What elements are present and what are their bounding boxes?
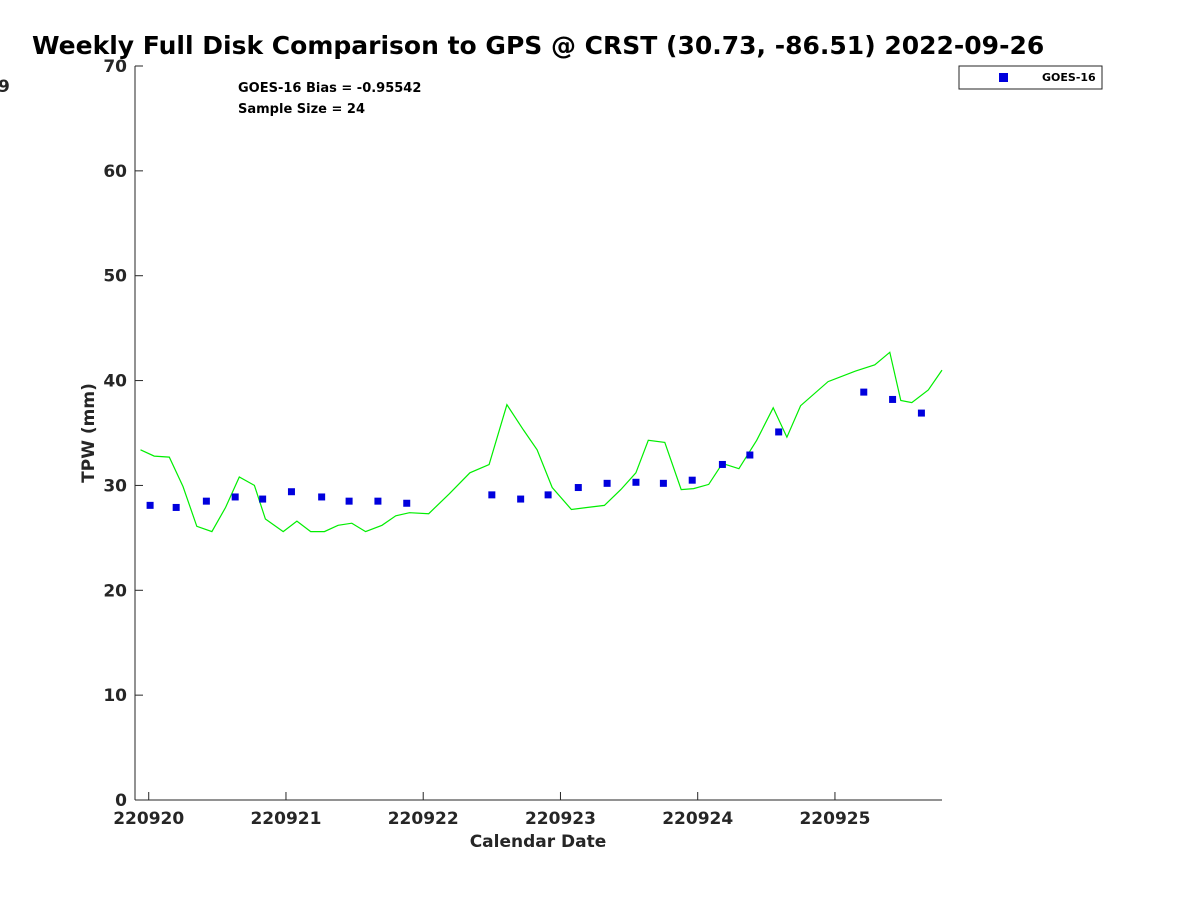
plot-area: 0 10 20 30 40 50 60 70 220920 220921 220922 220923… xyxy=(103,57,943,829)
x-ticks: 220920 220921 220922 220923 220924 220925 xyxy=(113,792,870,829)
y-tick-label: 70 xyxy=(103,57,127,77)
y-ticks: 0 10 20 30 40 50 60 70 xyxy=(103,57,143,811)
y-tick-label: 10 xyxy=(103,686,127,706)
goes16-point xyxy=(202,497,210,505)
goes16-point xyxy=(746,451,754,459)
goes16-point xyxy=(603,479,611,487)
gps-series-line xyxy=(140,351,943,533)
goes16-point xyxy=(860,388,868,396)
goes16-point xyxy=(659,479,667,487)
x-tick-label: 220924 xyxy=(662,809,733,829)
bias-annotation: GOES-16 Bias = -0.95542 xyxy=(238,81,421,96)
y-axis-label: TPW (mm) xyxy=(79,383,99,483)
chart-title: Weekly Full Disk Comparison to GPS @ CRS… xyxy=(32,31,1044,60)
goes16-point xyxy=(287,488,295,496)
goes16-point xyxy=(718,460,726,468)
legend: GOES-16 xyxy=(958,65,1103,90)
x-tick-label: 220923 xyxy=(525,809,596,829)
goes16-point xyxy=(544,491,552,499)
goes16-point xyxy=(146,501,154,509)
goes16-point xyxy=(374,497,382,505)
x-tick-label: 220920 xyxy=(113,809,184,829)
goes16-point xyxy=(688,476,696,484)
goes16-point xyxy=(775,428,783,436)
x-axis-label: Calendar Date xyxy=(470,832,607,852)
goes16-point xyxy=(517,495,525,503)
y-tick-label: 50 xyxy=(103,267,127,287)
y-tick-label: 40 xyxy=(103,372,127,392)
sample-size-annotation: Sample Size = 24 xyxy=(238,102,365,117)
goes16-point xyxy=(318,493,326,501)
series-layer xyxy=(140,351,943,533)
goes16-point xyxy=(574,484,582,492)
y-tick-label: 20 xyxy=(103,581,127,601)
goes16-point xyxy=(403,499,411,507)
legend-label-goes16: GOES-16 xyxy=(1042,71,1096,84)
goes16-point xyxy=(172,503,180,511)
goes16-point xyxy=(889,395,897,403)
y-tick-label: 30 xyxy=(103,476,127,496)
goes16-point xyxy=(917,409,925,417)
clipped-left-label: 9 xyxy=(0,77,10,97)
x-tick-label: 220922 xyxy=(388,809,459,829)
x-tick-label: 220925 xyxy=(799,809,870,829)
goes16-point xyxy=(488,491,496,499)
legend-marker-goes16 xyxy=(999,73,1008,82)
goes16-point xyxy=(632,478,640,486)
y-tick-label: 60 xyxy=(103,162,127,182)
goes16-point xyxy=(231,493,239,501)
y-tick-label: 0 xyxy=(115,791,127,811)
legend-box xyxy=(958,65,1103,90)
x-tick-label: 220921 xyxy=(250,809,321,829)
goes16-point xyxy=(345,497,353,505)
goes16-point xyxy=(259,495,267,503)
